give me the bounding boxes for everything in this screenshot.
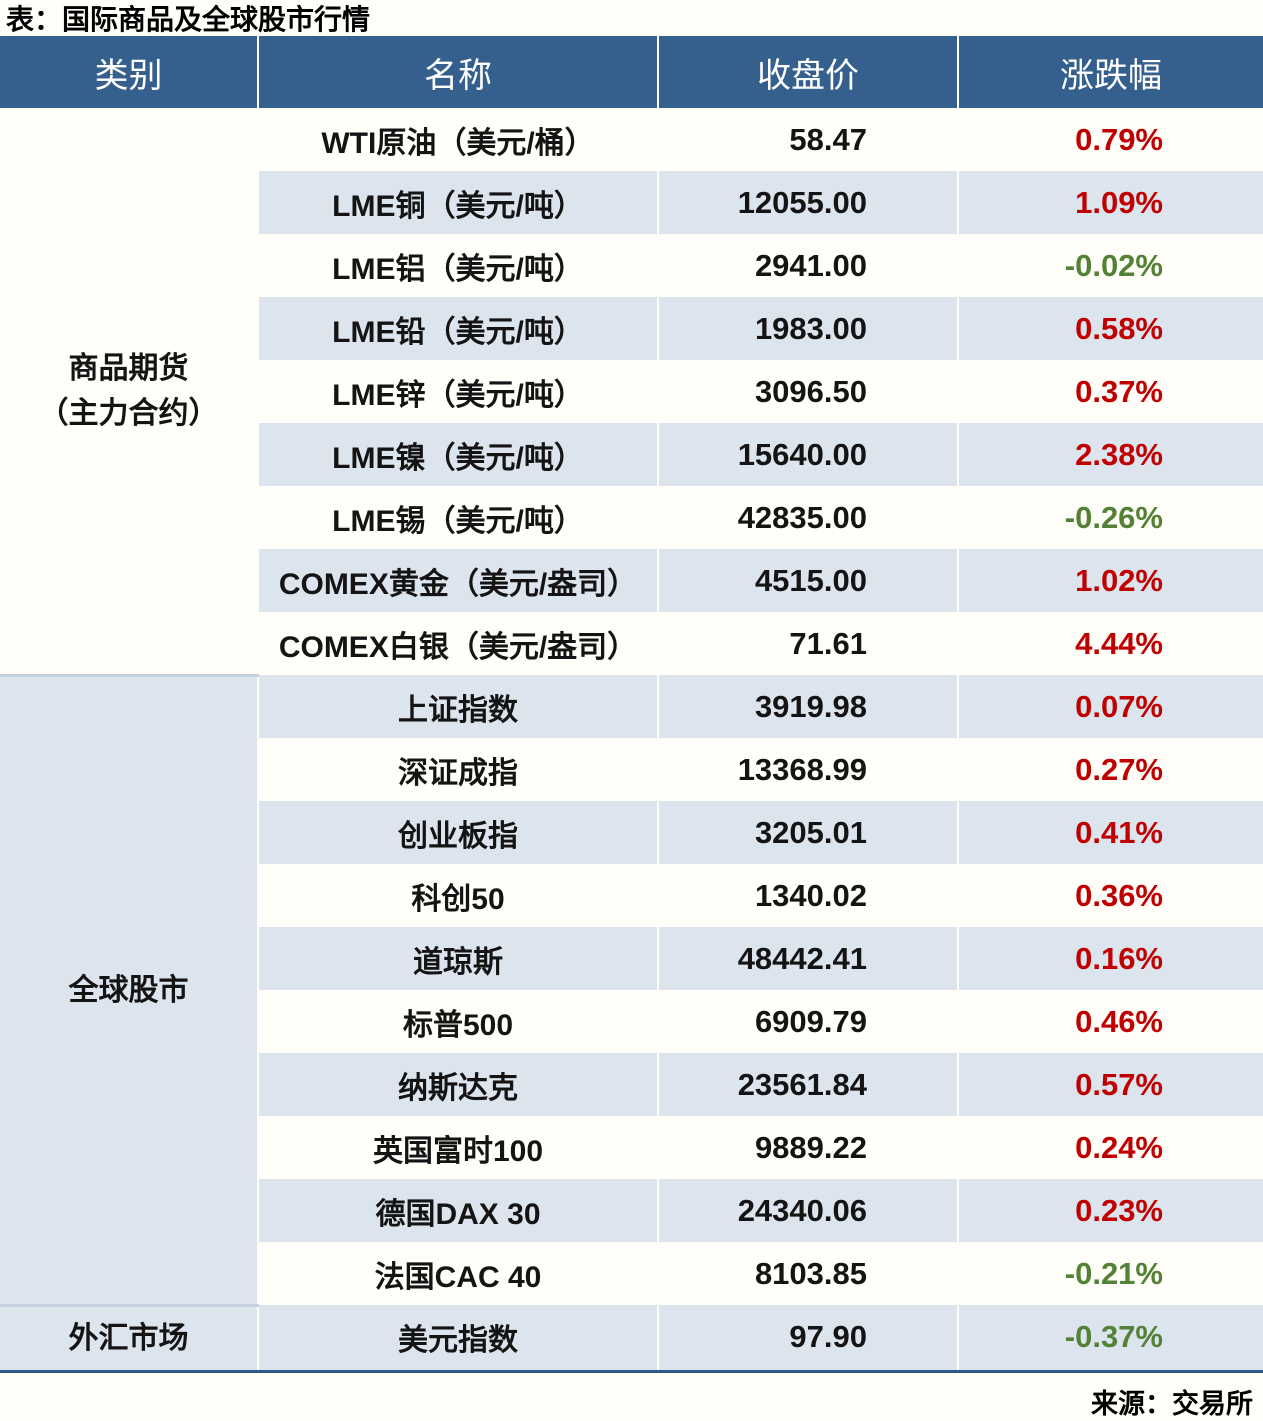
instrument-name: 创业板指 [257, 801, 658, 864]
data-source-note: 来源：交易所 [1091, 1388, 1253, 1419]
table-row: LME铜（美元/吨） 12055.00 1.09% [0, 171, 1263, 234]
close-price: 2941.00 [657, 234, 958, 297]
instrument-name: LME镍（美元/吨） [257, 423, 658, 486]
header-cell-change: 涨跌幅 [957, 36, 1263, 108]
change-percent: 0.58% [957, 297, 1263, 360]
change-percent: 0.79% [957, 108, 1263, 171]
table-row: LME锡（美元/吨） 42835.00 -0.26% [0, 486, 1263, 549]
header-row: 类别 名称 收盘价 涨跌幅 [0, 36, 1263, 108]
instrument-name: 道琼斯 [257, 927, 658, 990]
close-price: 3919.98 [657, 675, 958, 738]
instrument-name: LME铝（美元/吨） [257, 234, 658, 297]
change-percent: 0.37% [957, 360, 1263, 423]
close-price: 1340.02 [657, 864, 958, 927]
close-price: 8103.85 [657, 1242, 958, 1305]
table-row: 深证成指 13368.99 0.27% [0, 738, 1263, 801]
header-cell-close: 收盘价 [657, 36, 958, 108]
category-label-line: 全球股市 [68, 973, 189, 1007]
close-price: 9889.22 [657, 1116, 958, 1179]
close-price: 15640.00 [657, 423, 958, 486]
change-percent: 0.57% [957, 1053, 1263, 1116]
table-row: LME铝（美元/吨） 2941.00 -0.02% [0, 234, 1263, 297]
table-row: 纳斯达克 23561.84 0.57% [0, 1053, 1263, 1116]
close-price: 71.61 [657, 612, 958, 675]
header-cell-category: 类别 [0, 36, 258, 108]
change-percent: 1.09% [957, 171, 1263, 234]
change-percent: -0.37% [957, 1305, 1263, 1371]
close-price: 24340.06 [657, 1179, 958, 1242]
change-percent: -0.02% [957, 234, 1263, 297]
table-row: 法国CAC 40 8103.85 -0.21% [0, 1242, 1263, 1305]
instrument-name: 标普500 [257, 990, 658, 1053]
table-row: 全球股市 上证指数 3919.98 0.07% [0, 673, 1263, 1305]
change-percent: 2.38% [957, 423, 1263, 486]
close-price: 3096.50 [657, 360, 958, 423]
category-label-line: （主力合约） [38, 396, 219, 430]
change-percent: 0.07% [957, 675, 1263, 738]
table-row: COMEX白银（美元/盎司） 71.61 4.44% [0, 612, 1263, 675]
close-price: 4515.00 [657, 549, 958, 612]
instrument-name: 纳斯达克 [257, 1053, 658, 1116]
close-price: 48442.41 [657, 927, 958, 990]
instrument-name: 法国CAC 40 [257, 1242, 658, 1305]
change-percent: -0.21% [957, 1242, 1263, 1305]
change-percent: 0.46% [957, 990, 1263, 1053]
table-row: 标普500 6909.79 0.46% [0, 990, 1263, 1053]
table-row: COMEX黄金（美元/盎司） 4515.00 1.02% [0, 549, 1263, 612]
instrument-name: COMEX白银（美元/盎司） [257, 612, 658, 675]
instrument-name: 美元指数 [257, 1305, 658, 1371]
close-price: 1983.00 [657, 297, 958, 360]
change-percent: 0.16% [957, 927, 1263, 990]
instrument-name: LME铅（美元/吨） [257, 297, 658, 360]
category-cell-commodity-futures: 商品期货 （主力合约） [0, 108, 258, 675]
instrument-name: 英国富时100 [257, 1116, 658, 1179]
category-label-line: 外汇市场 [68, 1321, 189, 1355]
table-row: LME镍（美元/吨） 15640.00 2.38% [0, 423, 1263, 486]
table-row: 商品期货 （主力合约） WTI原油（美元/桶） 58.47 0.79% [0, 108, 1263, 675]
market-table: 类别 名称 收盘价 涨跌幅 商品期货 （主力合约） WTI原油（美元/桶） 58… [0, 36, 1263, 1373]
change-percent: 0.23% [957, 1179, 1263, 1242]
instrument-name: COMEX黄金（美元/盎司） [257, 549, 658, 612]
change-percent: 4.44% [957, 612, 1263, 675]
close-price: 12055.00 [657, 171, 958, 234]
instrument-name: 德国DAX 30 [257, 1179, 658, 1242]
category-label-line: 商品期货 [68, 351, 189, 385]
change-percent: 1.02% [957, 549, 1263, 612]
instrument-name: 科创50 [257, 864, 658, 927]
header-cell-name: 名称 [257, 36, 658, 108]
close-price: 97.90 [657, 1305, 958, 1371]
instrument-name: LME铜（美元/吨） [257, 171, 658, 234]
instrument-name: 上证指数 [257, 675, 658, 738]
table-row: 道琼斯 48442.41 0.16% [0, 927, 1263, 990]
table-row: 英国富时100 9889.22 0.24% [0, 1116, 1263, 1179]
close-price: 3205.01 [657, 801, 958, 864]
change-percent: 0.36% [957, 864, 1263, 927]
instrument-name: WTI原油（美元/桶） [257, 108, 658, 171]
page-title: 表：国际商品及全球股市行情 [6, 4, 371, 35]
change-percent: 0.27% [957, 738, 1263, 801]
category-cell-global-stocks: 全球股市 [0, 673, 258, 1305]
close-price: 6909.79 [657, 990, 958, 1053]
table-row: 创业板指 3205.01 0.41% [0, 801, 1263, 864]
category-cell-forex: 外汇市场 [0, 1303, 258, 1371]
instrument-name: LME锡（美元/吨） [257, 486, 658, 549]
close-price: 23561.84 [657, 1053, 958, 1116]
table-row: 德国DAX 30 24340.06 0.23% [0, 1179, 1263, 1242]
change-percent: 0.41% [957, 801, 1263, 864]
table-row: LME铅（美元/吨） 1983.00 0.58% [0, 297, 1263, 360]
instrument-name: 深证成指 [257, 738, 658, 801]
change-percent: -0.26% [957, 486, 1263, 549]
close-price: 58.47 [657, 108, 958, 171]
instrument-name: LME锌（美元/吨） [257, 360, 658, 423]
table-row: LME锌（美元/吨） 3096.50 0.37% [0, 360, 1263, 423]
change-percent: 0.24% [957, 1116, 1263, 1179]
table-row: 外汇市场 美元指数 97.90 -0.37% [0, 1303, 1263, 1371]
table-row: 科创50 1340.02 0.36% [0, 864, 1263, 927]
close-price: 42835.00 [657, 486, 958, 549]
close-price: 13368.99 [657, 738, 958, 801]
